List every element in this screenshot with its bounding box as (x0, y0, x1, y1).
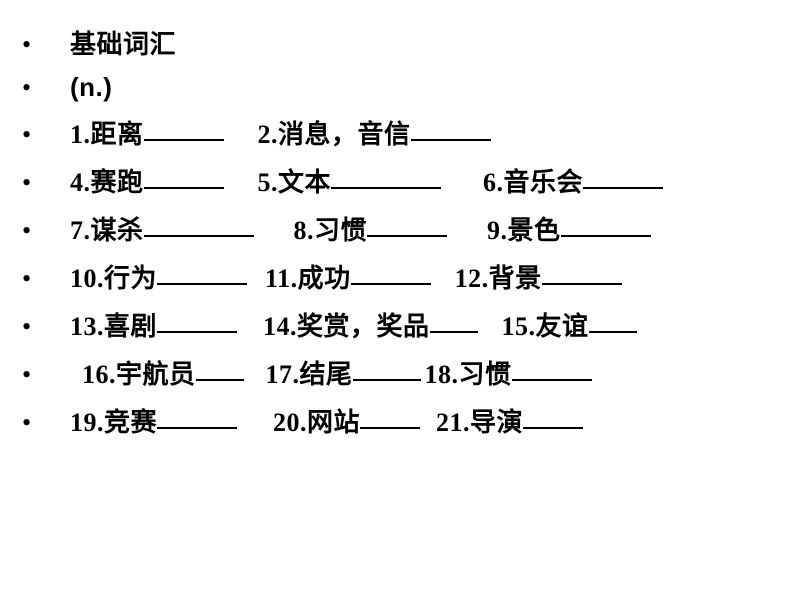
item-label: 喜剧 (104, 312, 157, 341)
answer-blank[interactable] (589, 331, 637, 333)
item-number: 5. (258, 168, 279, 197)
item-label: 友谊 (536, 312, 589, 341)
item-number: 18. (425, 360, 459, 389)
item-label: 赛跑 (91, 168, 144, 197)
pos-row: • (n.) (22, 72, 800, 103)
item-number: 10. (70, 264, 104, 293)
item-number: 11. (265, 264, 298, 293)
answer-blank[interactable] (360, 427, 420, 429)
answer-blank[interactable] (523, 427, 583, 429)
item-number: 19. (70, 408, 104, 437)
item-number: 14. (263, 312, 297, 341)
row-content: 7.谋杀 8.习惯 9.景色 (70, 210, 651, 247)
header-row: • 基础词汇 (22, 24, 800, 61)
bullet-icon: • (22, 216, 70, 246)
answer-blank[interactable] (353, 379, 421, 381)
item-label: 导演 (470, 408, 523, 437)
item-number: 6. (483, 168, 504, 197)
item-number: 13. (70, 312, 104, 341)
vocab-row: •10.行为 11.成功 12.背景 (22, 258, 800, 295)
bullet-icon: • (22, 120, 70, 150)
item-number: 17. (266, 360, 300, 389)
bullet-icon: • (22, 30, 70, 60)
worksheet: • 基础词汇 • (n.) •1.距离2.消息，音信•4.赛跑5.文本6.音乐会… (0, 0, 800, 439)
item-label: 结尾 (300, 360, 353, 389)
vocab-row: •7.谋杀 8.习惯 9.景色 (22, 210, 800, 247)
answer-blank[interactable] (144, 139, 224, 141)
row-content: 10.行为 11.成功 12.背景 (70, 258, 622, 295)
vocab-row: •19.竞赛 20.网站 21.导演 (22, 402, 800, 439)
item-label: 网站 (307, 408, 360, 437)
item-label: 宇航员 (116, 360, 196, 389)
vocab-row: •4.赛跑 5.文本 6.音乐会 (22, 162, 800, 199)
item-number: 9. (487, 216, 508, 245)
item-label: 奖赏，奖品 (297, 312, 430, 341)
item-number: 2. (258, 120, 279, 149)
item-number: 8. (294, 216, 315, 245)
answer-blank[interactable] (351, 283, 431, 285)
row-content: 19.竞赛 20.网站 21.导演 (70, 402, 583, 439)
answer-blank[interactable] (430, 331, 478, 333)
vocab-row: •1.距离 2.消息，音信 (22, 114, 800, 151)
bullet-icon: • (22, 408, 70, 438)
item-number: 7. (70, 216, 91, 245)
answer-blank[interactable] (144, 187, 224, 189)
item-number: 15. (502, 312, 536, 341)
item-number: 1. (70, 120, 91, 149)
item-label: 竞赛 (104, 408, 157, 437)
item-label: 文本 (278, 168, 331, 197)
row-content: 1.距离 2.消息，音信 (70, 114, 491, 151)
item-number: 20. (273, 408, 307, 437)
part-of-speech: (n.) (70, 72, 112, 103)
bullet-icon: • (22, 312, 70, 342)
answer-blank[interactable] (561, 235, 651, 237)
item-label: 背景 (489, 264, 542, 293)
bullet-icon: • (22, 168, 70, 198)
vocab-row: •13.喜剧 14.奖赏，奖品 15.友谊 (22, 306, 800, 343)
answer-blank[interactable] (157, 283, 247, 285)
answer-blank[interactable] (157, 331, 237, 333)
item-label: 成功 (298, 264, 351, 293)
answer-blank[interactable] (196, 379, 244, 381)
item-number: 12. (455, 264, 489, 293)
answer-blank[interactable] (367, 235, 447, 237)
item-number: 4. (70, 168, 91, 197)
answer-blank[interactable] (331, 187, 441, 189)
item-label: 习惯 (314, 216, 367, 245)
item-label: 谋杀 (91, 216, 144, 245)
row-content: 16.宇航员 17.结尾 18.习惯 (70, 354, 592, 391)
item-number: 21. (436, 408, 470, 437)
item-label: 行为 (104, 264, 157, 293)
answer-blank[interactable] (411, 139, 491, 141)
item-label: 景色 (508, 216, 561, 245)
answer-blank[interactable] (512, 379, 592, 381)
answer-blank[interactable] (157, 427, 237, 429)
item-label: 音乐会 (504, 168, 584, 197)
answer-blank[interactable] (542, 283, 622, 285)
vocab-row: • 16.宇航员 17.结尾 18.习惯 (22, 354, 800, 391)
bullet-icon: • (22, 360, 70, 390)
row-content: 4.赛跑 5.文本 6.音乐会 (70, 162, 663, 199)
row-content: 13.喜剧 14.奖赏，奖品 15.友谊 (70, 306, 637, 343)
answer-blank[interactable] (583, 187, 663, 189)
item-number: 16. (82, 360, 116, 389)
item-label: 距离 (91, 120, 144, 149)
title-text: 基础词汇 (70, 24, 176, 61)
item-label: 习惯 (459, 360, 512, 389)
bullet-icon: • (22, 264, 70, 294)
bullet-icon: • (22, 73, 70, 103)
answer-blank[interactable] (144, 235, 254, 237)
item-label: 消息，音信 (278, 120, 411, 149)
